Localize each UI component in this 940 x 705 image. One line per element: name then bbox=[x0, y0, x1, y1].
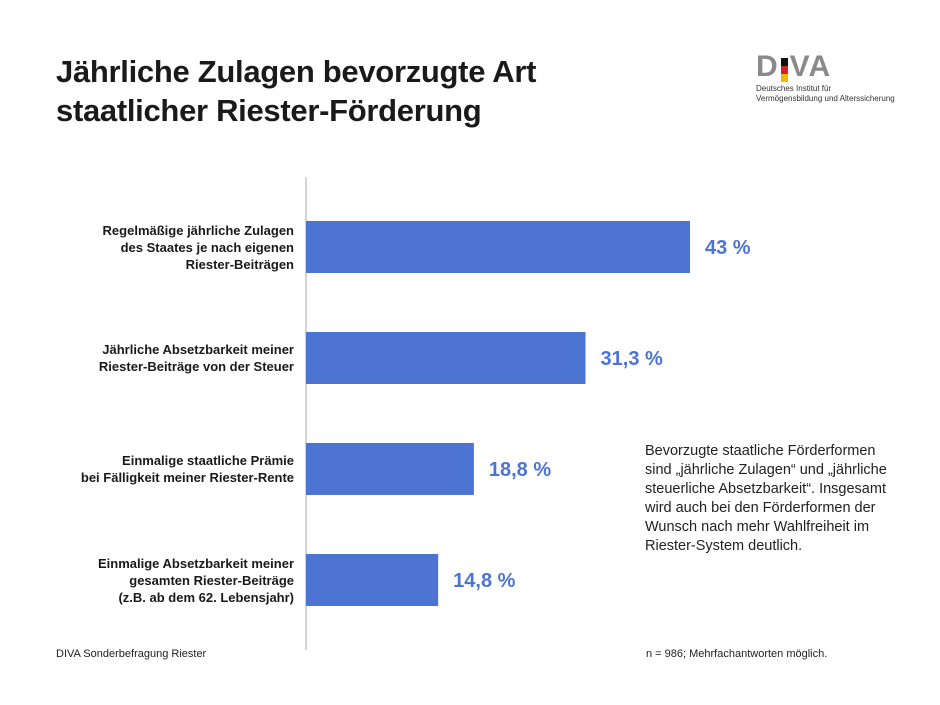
logo-subtitle-line: Vermögensbildung und Alterssicherung bbox=[756, 94, 895, 103]
category-label-line: Riester-Beiträgen bbox=[185, 256, 294, 272]
category-label-line: (z.B. ab dem 62. Lebensjahr) bbox=[118, 589, 294, 605]
data-label: 18,8 % bbox=[489, 459, 551, 481]
source-footer: DIVA Sonderbefragung Riester bbox=[56, 648, 207, 660]
category-label-line: gesamten Riester-Beiträge bbox=[129, 572, 294, 588]
category-label-line: Jährliche Absetzbarkeit meiner bbox=[102, 342, 294, 357]
category-label-line: Riester-Beiträge von der Steuer bbox=[98, 359, 294, 374]
diva-logo: D VA Deutsches Institut für Vermögensbild… bbox=[756, 52, 895, 104]
bar bbox=[306, 221, 690, 273]
category-label: Jährliche Absetzbarkeit meiner Riester-Be… bbox=[99, 341, 294, 375]
logo-subtitle: Deutsches Institut für Vermögensbildung … bbox=[756, 84, 895, 104]
logo-subtitle-line: Deutsches Institut für bbox=[756, 84, 832, 93]
bar bbox=[306, 332, 586, 384]
category-label-line: Regelmäßige jährliche Zulagen bbox=[102, 222, 294, 238]
chart-title: Jährliche Zulagen bevorzugte Art staatli… bbox=[56, 52, 536, 130]
german-flag-icon bbox=[780, 58, 788, 82]
category-label: Regelmäßige jährliche Zulagen des Staates… bbox=[103, 222, 294, 273]
category-label-line: des Staates je nach eigenen bbox=[120, 239, 294, 255]
data-label: 43 % bbox=[705, 237, 751, 259]
category-label: Einmalige staatliche Prämie bei Fälligkei… bbox=[81, 452, 294, 486]
sample-footer: n = 986; Mehrfachantworten möglich. bbox=[646, 648, 828, 660]
data-label: 31,3 % bbox=[601, 348, 663, 370]
category-label-line: Einmalige staatliche Prämie bbox=[122, 453, 294, 468]
category-label-line: Einmalige Absetzbarkeit meiner bbox=[97, 555, 294, 571]
title-line-2: staatlicher Riester-Förderung bbox=[56, 93, 482, 128]
bar bbox=[306, 443, 474, 495]
bar bbox=[306, 554, 439, 606]
category-label-line: bei Fälligkeit meiner Riester-Rente bbox=[80, 470, 294, 485]
annotation-note: Bevorzugte staatliche Förderformen sind … bbox=[645, 443, 887, 554]
data-label: 14,8 % bbox=[453, 570, 515, 592]
title-line-1: Jährliche Zulagen bevorzugte Art bbox=[56, 54, 537, 89]
category-label: Einmalige Absetzbarkeit meiner gesamten R… bbox=[98, 555, 294, 606]
logo-wordmark: D VA bbox=[756, 50, 832, 83]
